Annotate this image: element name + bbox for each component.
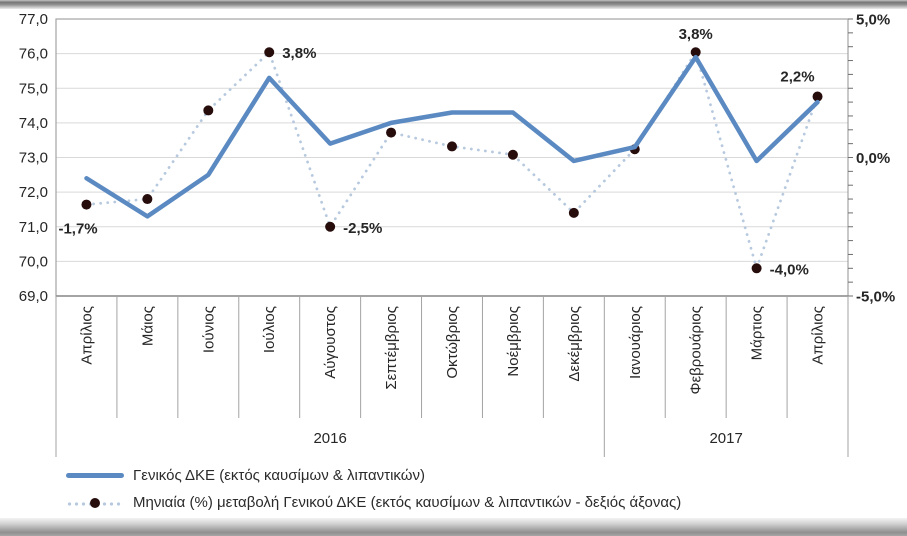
monthly-change-marker (142, 194, 153, 205)
page-top-edge (0, 0, 907, 9)
right-axis-tick-label: -5,0% (856, 289, 895, 306)
month-label: Αύγουστος (322, 306, 339, 379)
left-axis-tick-label: 69,0 (19, 288, 48, 305)
index-line (84, 54, 820, 219)
left-axis-tick-label: 72,0 (19, 184, 48, 201)
annotation-label: 3,8% (282, 45, 316, 62)
left-axis-tick-label: 77,0 (19, 11, 48, 28)
legend-swatch-solid-line (66, 473, 124, 478)
annotation-label: 2,2% (780, 69, 814, 86)
left-axis-tick-label: 75,0 (19, 80, 48, 97)
legend-item-index-line: Γενικός ΔΚΕ (εκτός καυσίμων & λιπαντικών… (66, 462, 681, 489)
month-label: Δεκέμβριος (566, 306, 583, 382)
month-label: Σεπτέμβριος (383, 306, 400, 390)
legend-swatch-dotted-line (66, 496, 124, 509)
monthly-change-marker (264, 47, 275, 58)
month-label: Ιανουάριος (627, 306, 644, 379)
legend-item-monthly-change: Μηνιαία (%) μεταβολή Γενικού ΔΚΕ (εκτός … (66, 489, 681, 516)
right-axis-tick-label: 0,0% (856, 150, 890, 167)
annotation-label: -4,0% (770, 261, 809, 278)
month-label: Μάρτιος (749, 306, 766, 360)
monthly-change-marker (81, 199, 92, 210)
left-axis-tick-label: 70,0 (19, 253, 48, 270)
month-label: Απρίλιος (78, 306, 95, 365)
left-axis-tick-label: 74,0 (19, 115, 48, 132)
monthly-change-marker (203, 105, 214, 116)
month-label: Μάιος (139, 306, 156, 346)
page-bottom-edge (0, 518, 907, 536)
monthly-change-marker (447, 141, 457, 152)
month-label: Οκτώβριος (444, 306, 461, 379)
month-label: Ιούλιος (261, 306, 278, 353)
month-label: Απρίλιος (810, 306, 827, 365)
annotation-label: -2,5% (343, 220, 382, 237)
year-label: 2016 (313, 430, 346, 447)
legend-marker-dot (90, 497, 100, 508)
left-axis-tick-label: 73,0 (19, 150, 48, 167)
annotation-label: -1,7% (58, 221, 97, 238)
monthly-change-dotted-line (85, 50, 819, 270)
left-axis-tick-label: 76,0 (19, 46, 48, 63)
monthly-change-marker (751, 263, 762, 274)
monthly-change-marker (812, 91, 823, 102)
monthly-change-marker (325, 221, 336, 232)
legend-label-monthly-change: Μηνιαία (%) μεταβολή Γενικού ΔΚΕ (εκτός … (133, 494, 682, 511)
left-axis-tick-label: 71,0 (19, 219, 48, 236)
monthly-change-marker (507, 149, 518, 160)
monthly-change-marker (568, 207, 579, 218)
year-label: 2017 (709, 430, 742, 447)
month-label: Ιούνιος (200, 306, 217, 353)
month-label: Φεβρουάριος (688, 306, 705, 394)
right-axis-tick-label: 5,0% (856, 12, 890, 29)
monthly-change-marker (690, 47, 701, 58)
chart-legend: Γενικός ΔΚΕ (εκτός καυσίμων & λιπαντικών… (66, 462, 681, 516)
legend-label-index-line: Γενικός ΔΚΕ (εκτός καυσίμων & λιπαντικών… (133, 467, 425, 484)
monthly-change-marker (386, 127, 397, 138)
annotation-label: 3,8% (679, 26, 713, 43)
month-label: Νοέμβριος (505, 306, 522, 377)
